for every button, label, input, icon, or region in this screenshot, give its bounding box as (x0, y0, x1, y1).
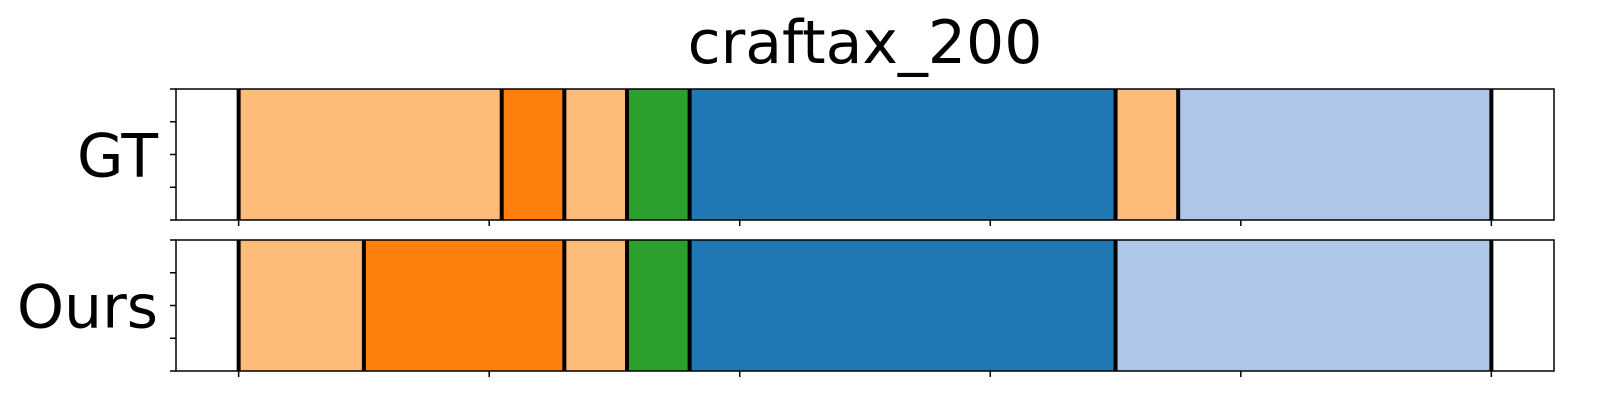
segment-ours-1 (363, 240, 565, 371)
segment-gt-6 (1178, 89, 1492, 220)
row-label-gt: GT (77, 122, 158, 192)
row-ours: Ours (17, 239, 1555, 377)
segment-gt-2 (564, 89, 627, 220)
segment-gt-3 (626, 89, 690, 220)
row-gt: GT (77, 88, 1555, 226)
chart-title: craftax_200 (688, 8, 1043, 78)
segment-ours-5 (1115, 240, 1492, 371)
segment-gt-4 (689, 89, 1116, 220)
segment-gt-5 (1115, 89, 1179, 220)
row-label-ours: Ours (17, 273, 158, 343)
segment-ours-4 (689, 240, 1116, 371)
timeline-rows: GT Ours (17, 88, 1555, 377)
segment-ours-2 (564, 240, 627, 371)
segment-ours-0 (238, 240, 364, 371)
segment-gt-0 (238, 89, 502, 220)
segment-gt-1 (501, 89, 565, 220)
segment-ours-3 (626, 240, 690, 371)
